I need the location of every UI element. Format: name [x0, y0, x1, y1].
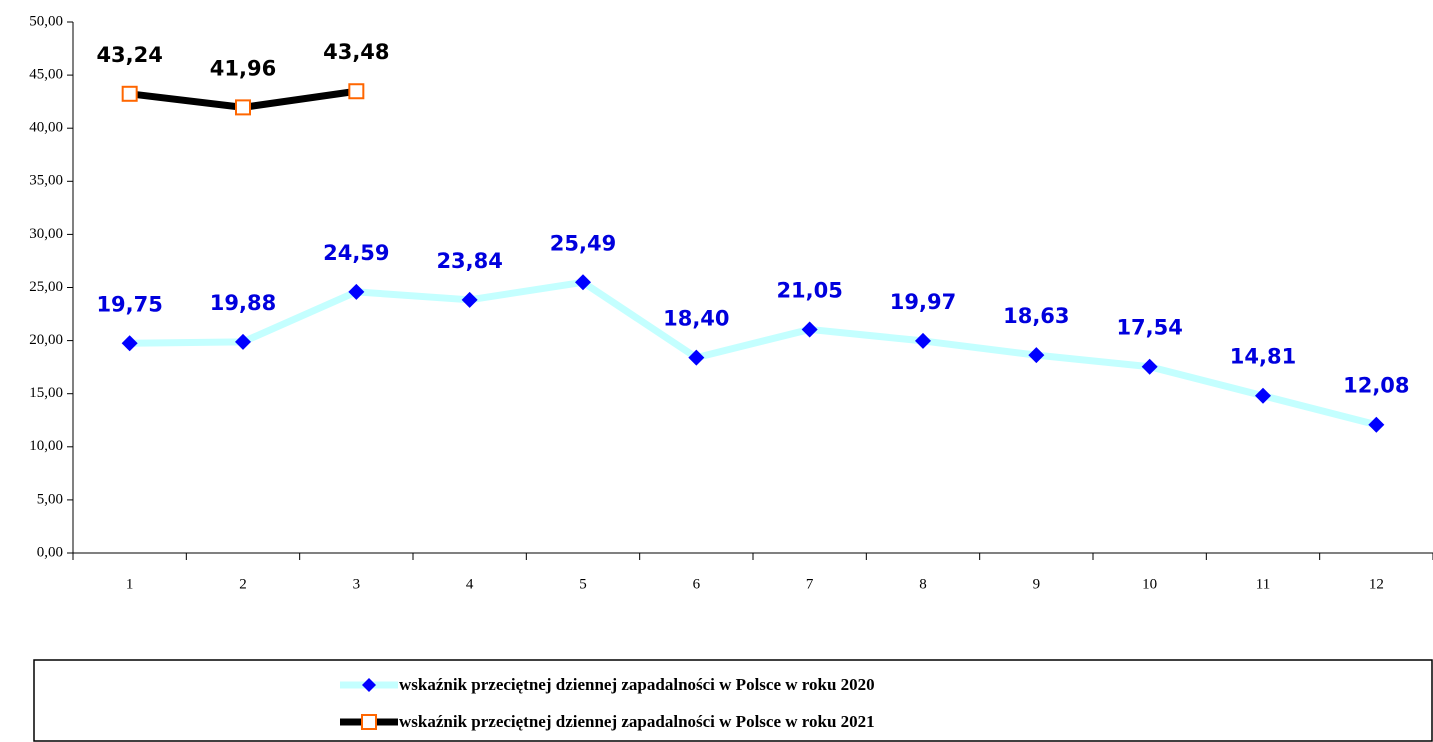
y-tick-label: 35,00 [29, 173, 63, 189]
data-label: 21,05 [776, 278, 842, 302]
data-point [461, 291, 478, 308]
legend-label: wskaźnik przeciętnej dziennej zapadalnoś… [399, 675, 875, 694]
data-label: 14,81 [1230, 345, 1296, 369]
data-point [1141, 358, 1158, 375]
data-point [1028, 347, 1045, 364]
x-tick-label: 11 [1256, 576, 1270, 592]
data-point [688, 349, 705, 366]
legend-box [33, 659, 1433, 742]
data-label: 12,08 [1343, 374, 1409, 398]
legend-label: wskaźnik przeciętnej dziennej zapadalnoś… [399, 712, 875, 731]
data-point [348, 83, 365, 100]
y-tick-label: 5,00 [37, 491, 63, 507]
series-line [129, 278, 1378, 429]
data-label: 19,75 [96, 292, 162, 316]
data-point [575, 274, 591, 291]
data-point [235, 99, 251, 116]
y-tick-label: 50,00 [29, 13, 63, 29]
x-tick-label: 6 [693, 576, 701, 592]
data-label: 43,24 [96, 43, 162, 67]
x-tick-label: 8 [919, 576, 927, 592]
y-tick-label: 0,00 [37, 544, 63, 560]
data-label: 18,40 [663, 307, 729, 331]
data-label: 19,97 [890, 290, 956, 314]
x-tick-label: 9 [1033, 576, 1041, 592]
data-point [348, 283, 365, 300]
data-point [1368, 416, 1385, 433]
x-tick-label: 1 [126, 576, 134, 592]
data-label: 25,49 [550, 231, 616, 255]
x-tick-label: 3 [353, 576, 361, 592]
x-tick-label: 5 [579, 576, 587, 592]
y-tick-label: 40,00 [29, 120, 63, 136]
x-tick-label: 12 [1369, 576, 1384, 592]
y-tick-label: 30,00 [29, 226, 63, 242]
x-tick-label: 2 [239, 576, 247, 592]
data-label: 18,63 [1003, 304, 1069, 328]
legend-marker [361, 714, 377, 730]
data-label: 19,88 [210, 291, 276, 315]
x-tick-label: 4 [466, 576, 474, 592]
data-point [121, 85, 138, 102]
y-tick-label: 20,00 [29, 332, 63, 348]
data-label: 41,96 [210, 56, 276, 80]
data-label: 43,48 [323, 40, 389, 64]
x-tick-label: 10 [1142, 576, 1157, 592]
data-point [915, 332, 931, 349]
data-label: 17,54 [1116, 316, 1182, 340]
data-label: 23,84 [436, 249, 502, 273]
y-tick-label: 15,00 [29, 385, 63, 401]
legend-marker [362, 678, 376, 692]
data-point [121, 335, 138, 352]
data-label: 24,59 [323, 241, 389, 265]
y-tick-label: 10,00 [29, 438, 63, 454]
data-point [801, 321, 818, 338]
y-tick-label: 25,00 [29, 279, 63, 295]
data-point [1255, 387, 1271, 404]
x-tick-label: 7 [806, 576, 814, 592]
y-tick-label: 45,00 [29, 67, 63, 83]
data-point [235, 333, 251, 350]
